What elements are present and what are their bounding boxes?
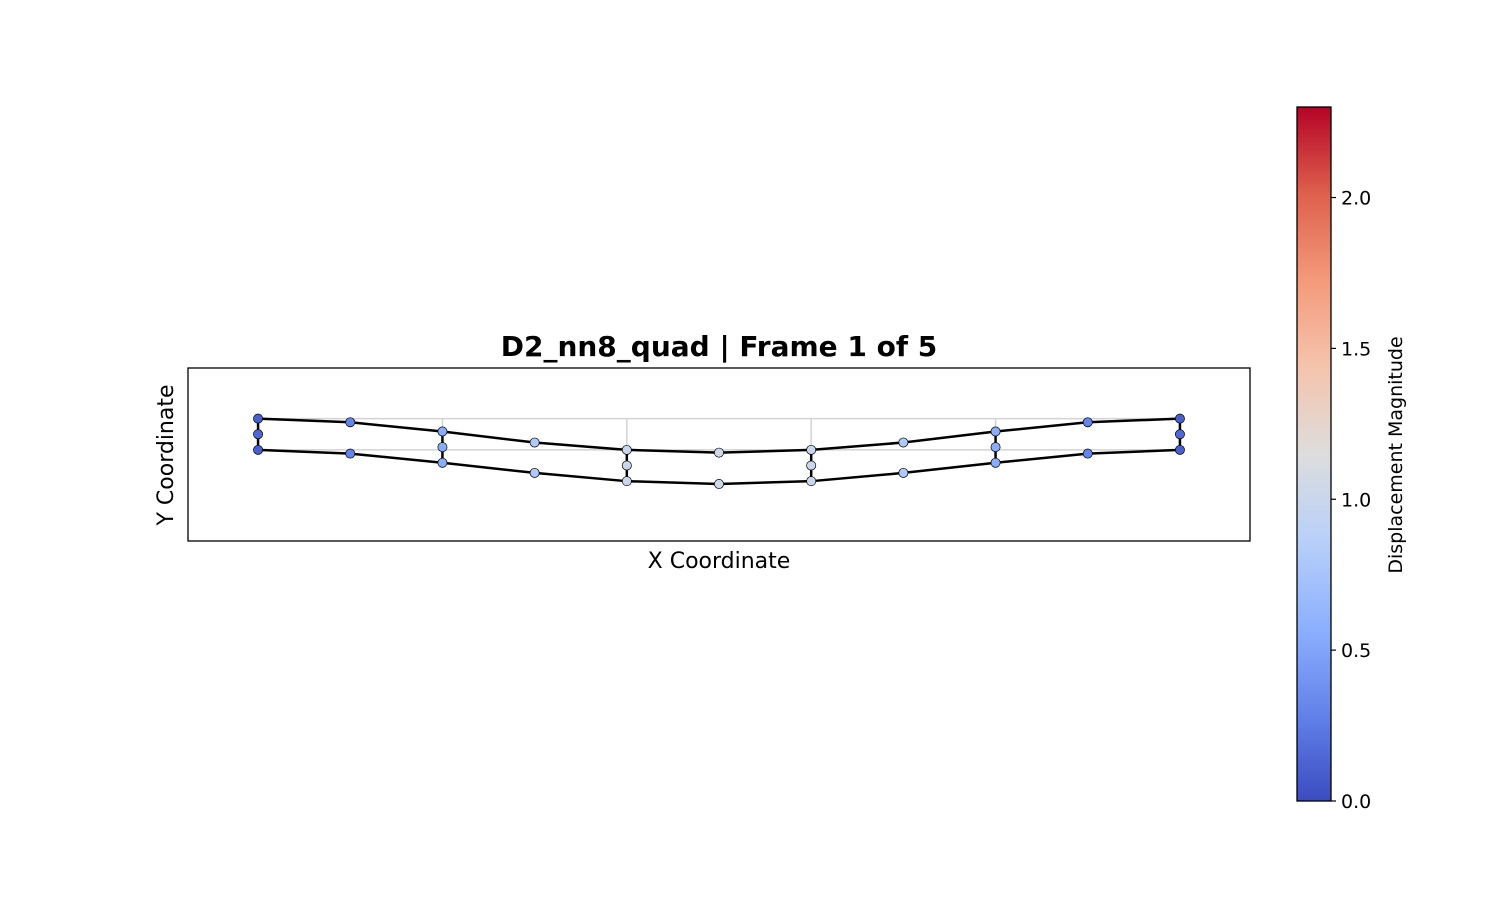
mesh-node xyxy=(437,442,448,453)
mesh-node xyxy=(253,429,264,440)
colorbar-tick-label: 2.0 xyxy=(1341,188,1371,210)
colorbar: 0.0 0.5 1.0 1.5 2.0 Displacement Magnitude xyxy=(1296,106,1407,813)
colorbar-label: Displacement Magnitude xyxy=(1385,336,1407,573)
colorbar-tick-label: 1.0 xyxy=(1341,489,1371,511)
mesh-node xyxy=(621,444,632,455)
mesh-nodes xyxy=(253,413,1185,489)
mesh-node xyxy=(898,437,909,448)
y-axis-label: Y Coordinate xyxy=(154,384,179,526)
colorbar-tick-label: 1.5 xyxy=(1341,338,1371,360)
colorbar-gradient xyxy=(1297,107,1331,801)
mesh-node xyxy=(714,447,724,458)
mesh-node xyxy=(1082,448,1093,459)
mesh-node xyxy=(806,460,817,471)
plot-area xyxy=(187,367,1251,542)
mesh-node xyxy=(1082,417,1093,428)
colorbar-tick-label: 0.0 xyxy=(1341,791,1371,813)
mesh-node xyxy=(529,437,540,448)
mesh-node xyxy=(253,413,264,424)
mesh-node xyxy=(529,467,540,478)
mesh-node xyxy=(898,467,909,478)
mesh-node xyxy=(806,476,817,487)
mesh-node xyxy=(1174,429,1185,440)
x-axis-label: X Coordinate xyxy=(648,549,791,574)
mesh-node xyxy=(806,444,817,455)
mesh-node xyxy=(345,448,356,459)
mesh-node xyxy=(621,476,632,487)
mesh-node xyxy=(253,444,264,455)
mesh-node xyxy=(1174,444,1185,455)
chart-title: D2_nn8_quad | Frame 1 of 5 xyxy=(501,330,938,363)
mesh-node xyxy=(1174,413,1185,424)
mesh-node xyxy=(437,426,448,437)
mesh-node xyxy=(714,478,724,489)
mesh-node xyxy=(345,417,356,428)
colorbar-border xyxy=(1296,106,1332,802)
mesh-node xyxy=(990,442,1001,453)
axes-border xyxy=(187,367,1251,542)
colorbar-tick-label: 0.5 xyxy=(1341,640,1371,662)
mesh-node xyxy=(621,460,632,471)
colorbar-ticks: 0.0 0.5 1.0 1.5 2.0 xyxy=(1331,188,1371,813)
mesh-node xyxy=(990,426,1001,437)
mesh-node xyxy=(990,457,1001,468)
mesh-node xyxy=(437,457,448,468)
